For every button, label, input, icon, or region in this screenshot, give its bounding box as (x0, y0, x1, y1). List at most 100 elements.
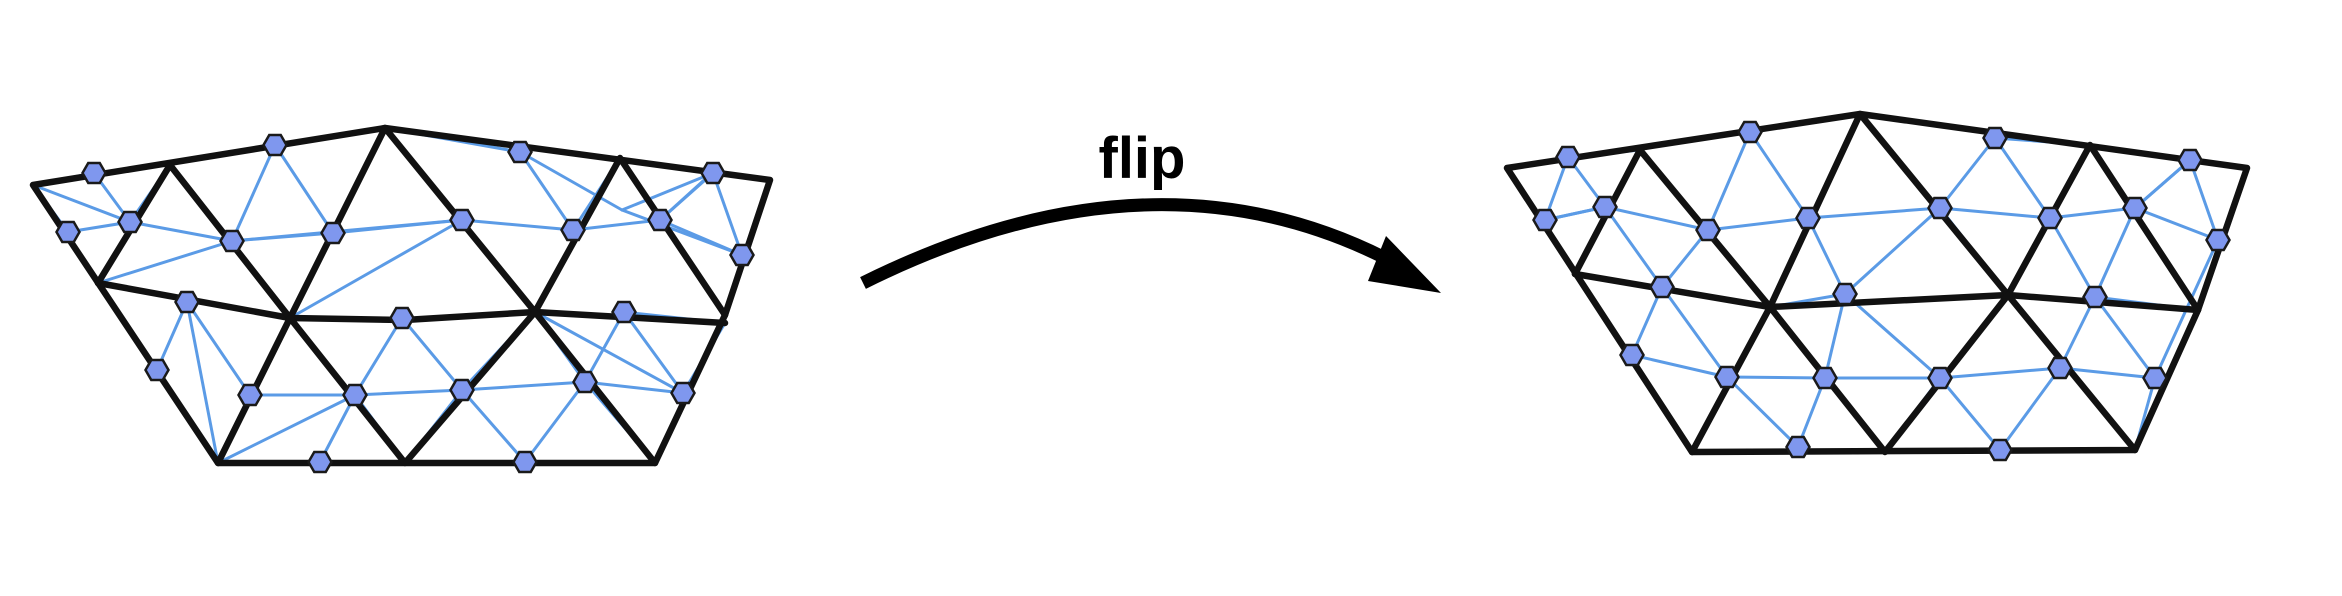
fine-edge (583, 310, 626, 384)
mesh-vertex (2205, 228, 2231, 252)
mesh-vertex (307, 450, 333, 474)
mesh-vertex (144, 358, 170, 382)
left-mesh (29, 124, 774, 474)
fine-edge (460, 218, 575, 232)
fine-edge (1660, 285, 1729, 379)
fine-edge (185, 300, 220, 465)
coarse-edge (214, 308, 659, 467)
mesh-vertex (611, 300, 637, 324)
fine-edge (216, 393, 357, 465)
mesh-vertex (1812, 366, 1838, 390)
coarse-edge (29, 124, 774, 467)
fine-edge (1806, 216, 1847, 296)
fine-edge (2093, 206, 2137, 299)
fine-edge (460, 380, 587, 392)
flip-arrow (860, 198, 1441, 293)
fine-edge (1796, 376, 1827, 449)
fine-edge (2133, 206, 2220, 242)
coarse-edge (1571, 110, 2202, 314)
mesh-vertex (1532, 208, 1558, 232)
fine-edge (2048, 216, 2097, 299)
fine-edge (1630, 285, 1664, 357)
arrow-curve (860, 198, 1388, 289)
mesh-vertex (449, 378, 475, 402)
mesh-vertex (1555, 145, 1581, 169)
fine-edge (288, 218, 464, 320)
right-mesh-coarse-edges (1503, 110, 2251, 456)
mesh-vertex (729, 243, 755, 267)
mesh-vertex (2142, 366, 2168, 390)
fine-edge (620, 171, 715, 212)
mesh-vertex (572, 370, 598, 394)
mesh-vertex (1737, 120, 1763, 144)
fine-edge (2058, 366, 2157, 380)
fine-edge (1843, 206, 1942, 296)
mesh-vertex (700, 161, 726, 185)
fine-edge (1725, 375, 1827, 380)
fine-edge (1823, 292, 1847, 380)
fine-edge (353, 316, 404, 397)
fine-edge (230, 143, 277, 243)
mesh-vertex (1987, 438, 2013, 462)
mesh-vertex (1982, 126, 2008, 150)
fine-edge (622, 310, 685, 395)
fine-edge (523, 380, 587, 464)
fine-edge (533, 310, 685, 395)
mesh-vertex (1649, 275, 1675, 299)
fine-edge (1938, 366, 2062, 380)
fine-edge (1993, 136, 2052, 220)
fine-edge (1748, 130, 1810, 220)
right-mesh-vertices (1532, 120, 2231, 462)
fine-edge (2188, 158, 2220, 242)
fine-edge (571, 218, 662, 232)
fine-edge (1725, 375, 1800, 449)
fine-edge (1660, 228, 1710, 289)
arrow-head (1368, 236, 1441, 293)
mesh-vertex (1795, 206, 1821, 230)
mesh-vertex (55, 220, 81, 244)
mesh-vertex (237, 383, 263, 407)
fine-edge (400, 316, 464, 392)
fine-edge (1998, 366, 2062, 452)
mesh-vertex (512, 450, 538, 474)
mesh-vertex (2177, 148, 2203, 172)
fine-edge (1630, 353, 1729, 379)
fine-edge (1938, 206, 2052, 220)
mesh-vertex (1832, 282, 1858, 306)
fine-edge (1603, 205, 1710, 232)
mesh-vertex (262, 133, 288, 157)
mesh-vertex (1927, 366, 1953, 390)
mesh-vertex (1714, 365, 1740, 389)
mesh-vertex (449, 208, 475, 232)
flip-label: flip (1099, 126, 1186, 191)
mesh-vertex (1619, 343, 1645, 367)
left-mesh-coarse-edges (29, 124, 774, 467)
fine-edge (96, 239, 234, 285)
fine-edge (1938, 376, 2002, 452)
fine-edge (155, 300, 189, 372)
fine-edge (1938, 136, 1997, 210)
mesh-vertex (1785, 435, 1811, 459)
fine-edge (518, 150, 624, 212)
mesh-vertex (174, 290, 200, 314)
right-mesh (1503, 110, 2251, 462)
mesh-vertex (647, 208, 673, 232)
coarse-edge (1688, 291, 2139, 456)
mesh-vertex (2082, 285, 2108, 309)
mesh-vertex (1927, 196, 1953, 220)
fine-edge (1706, 130, 1752, 232)
fine-edge (273, 143, 335, 235)
fine-edge (1706, 216, 1810, 232)
mesh-vertex (2122, 196, 2148, 220)
mesh-vertex (117, 210, 143, 234)
fine-edge (1806, 206, 1942, 220)
mesh-vertex (81, 161, 107, 185)
fine-edge (518, 150, 575, 232)
fine-edge (1603, 205, 1664, 289)
mesh-vertex (219, 229, 245, 253)
fine-edge (460, 388, 527, 464)
mesh-vertex (342, 383, 368, 407)
fine-edge (1843, 292, 1942, 380)
fine-edge (620, 208, 744, 257)
fine-edge (2133, 158, 2192, 210)
